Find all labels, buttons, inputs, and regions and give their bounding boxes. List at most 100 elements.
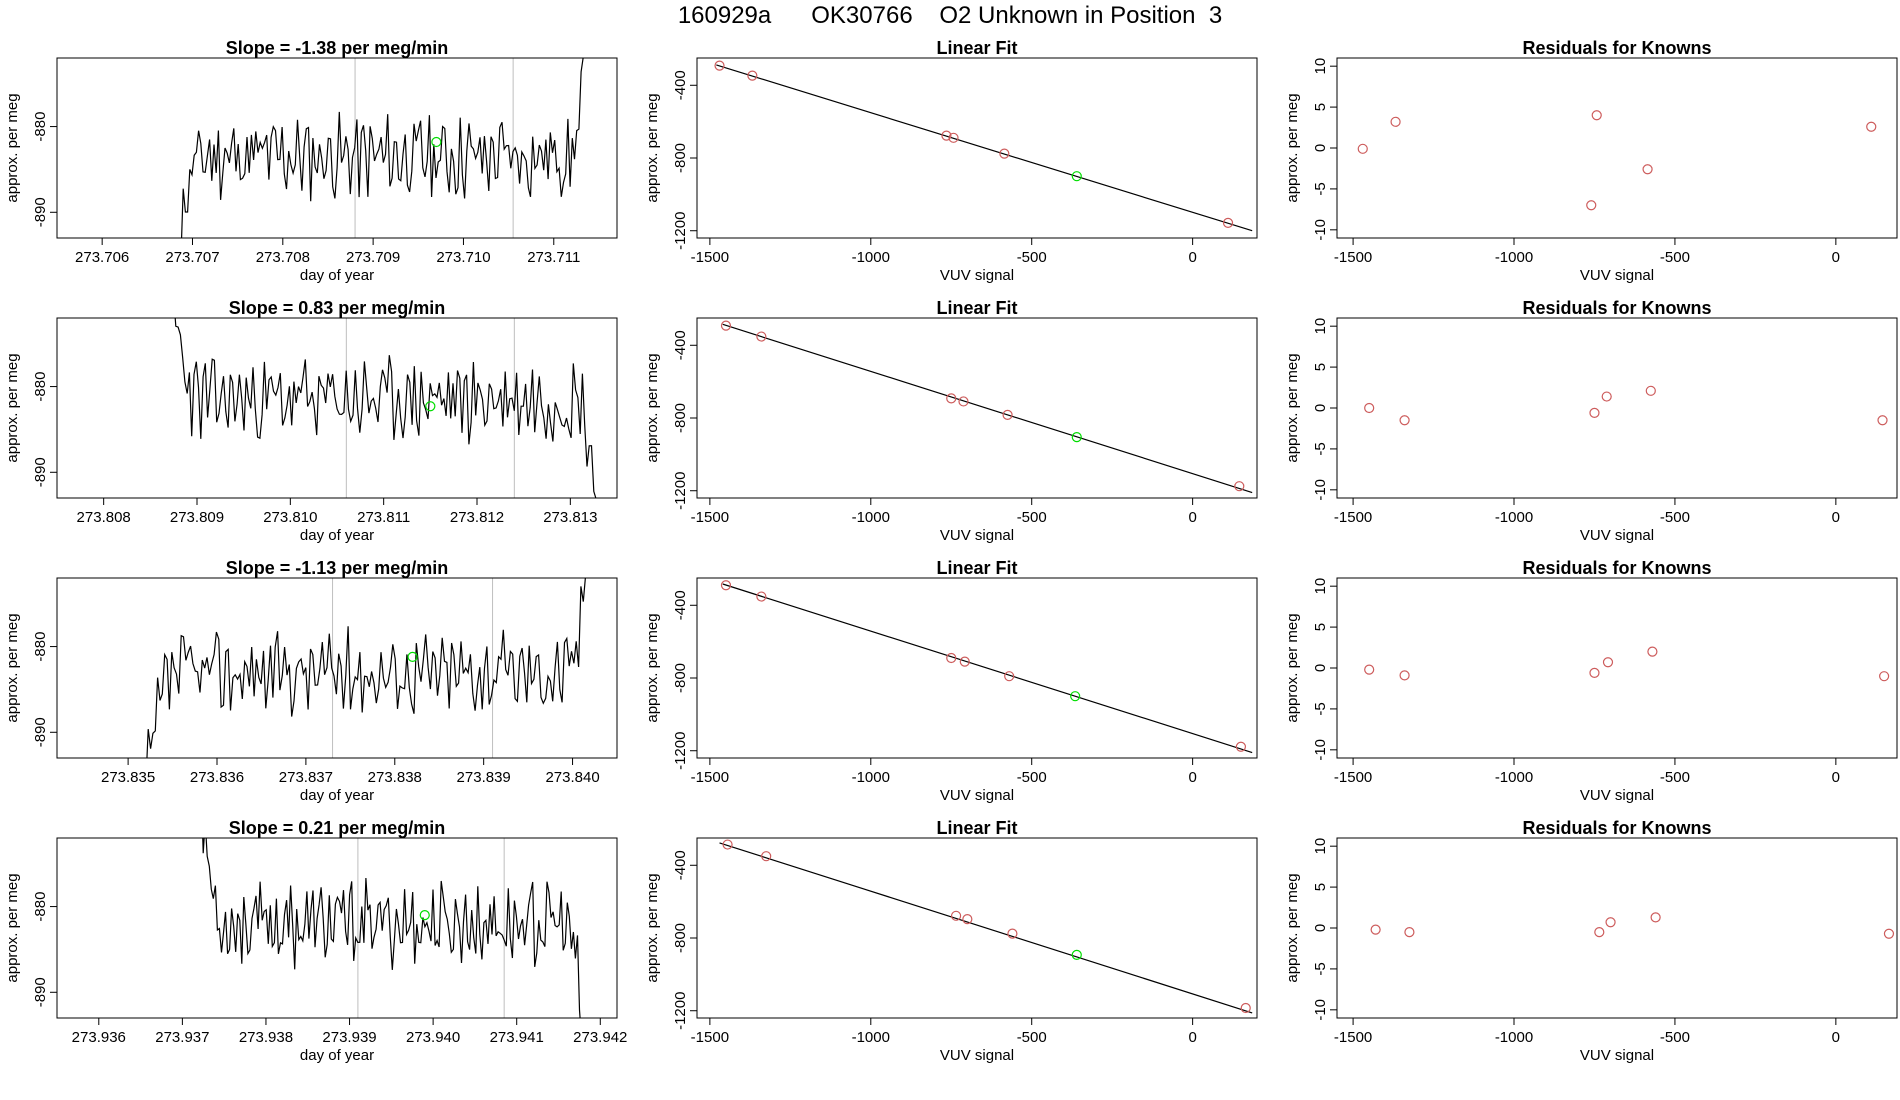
unknown-point (419, 910, 430, 921)
x-tick-label: -1000 (1495, 509, 1533, 526)
known-point (1602, 657, 1614, 668)
panel-fit-row-2: Linear Fit -1500 -1000 -500 0 -400 -800 -1200 VU… (644, 298, 1258, 544)
panel-title: Linear Fit (936, 558, 1017, 578)
plot-frame (696, 317, 1258, 499)
x-tick-label: 273.835 (101, 769, 155, 786)
x-tick-label: 273.837 (279, 769, 333, 786)
y-tick-label: -10 (1312, 999, 1329, 1021)
known-point (1594, 926, 1605, 938)
known-point (1007, 928, 1018, 939)
y-tick-label: -890 (32, 977, 49, 1007)
known-point (1866, 121, 1877, 132)
fit-line (722, 323, 1253, 494)
fit-line (716, 64, 1253, 232)
panel-title: Slope = 0.83 per meg/min (229, 298, 446, 318)
y-tick-label: -1200 (672, 732, 689, 770)
x-tick-label: -500 (1660, 509, 1690, 526)
known-point (958, 396, 969, 407)
x-axis-title: day of year (300, 787, 374, 804)
y-tick-label: -880 (32, 632, 49, 662)
known-point (1002, 409, 1013, 421)
y-tick-label: -10 (1312, 739, 1329, 761)
known-point (1645, 385, 1656, 396)
known-point (1589, 407, 1600, 419)
known-point (1591, 110, 1602, 121)
known-point (941, 130, 952, 141)
x-tick-label: -1500 (1334, 509, 1372, 526)
x-tick-label: 273.940 (406, 1029, 460, 1046)
y-tick-label: 0 (1312, 404, 1329, 412)
known-point (722, 839, 733, 850)
x-tick-label: -500 (1660, 1029, 1690, 1046)
unknown-point (431, 136, 442, 148)
x-tick-label: -1500 (691, 509, 729, 526)
unknown-point (425, 401, 436, 412)
y-tick-label: -10 (1312, 219, 1329, 241)
known-point (1364, 402, 1375, 414)
panel-fit-row-1: Linear Fit -1500 -1000 -500 0 -400 -800 -1200 VU… (644, 38, 1258, 284)
x-tick-label: 0 (1832, 1029, 1840, 1046)
y-tick-label: -880 (32, 892, 49, 922)
plot-area (719, 839, 1253, 1014)
y-axis-title: approx. per meg (1284, 93, 1301, 202)
y-tick-label: 5 (1312, 103, 1329, 111)
known-point (1364, 664, 1375, 675)
x-axis-title: VUV signal (940, 267, 1014, 284)
x-tick-label: 0 (1188, 509, 1196, 526)
y-tick-label: -400 (672, 70, 689, 100)
plot-frame (1336, 577, 1898, 759)
x-axis-title: day of year (300, 267, 374, 284)
known-point (946, 652, 957, 664)
plot-area (720, 580, 1253, 754)
fit-line (719, 842, 1253, 1014)
y-tick-label: 10 (1312, 318, 1329, 335)
x-axis-title: VUV signal (1580, 1047, 1654, 1064)
y-tick-label: -400 (672, 590, 689, 620)
known-point (1605, 917, 1616, 928)
x-tick-label: -500 (1017, 249, 1047, 266)
panel-title: Residuals for Knowns (1522, 558, 1711, 578)
x-tick-label: 273.936 (72, 1029, 126, 1046)
known-point (1222, 217, 1234, 229)
y-tick-label: 5 (1312, 883, 1329, 891)
y-axis-title: approx. per meg (644, 613, 661, 722)
panel-title: Slope = 0.21 per meg/min (229, 818, 446, 838)
y-tick-label: -400 (672, 330, 689, 360)
y-tick-label: -5 (1312, 702, 1329, 715)
panel-title: Residuals for Knowns (1522, 298, 1711, 318)
panel-title: Linear Fit (936, 818, 1017, 838)
y-axis-title: approx. per meg (4, 93, 21, 202)
panel-title: Slope = -1.13 per meg/min (226, 558, 449, 578)
x-tick-label: 0 (1188, 1029, 1196, 1046)
y-tick-label: 10 (1312, 838, 1329, 855)
y-tick-label: -800 (672, 403, 689, 433)
panel-title: Residuals for Knowns (1522, 818, 1711, 838)
plot-frame (696, 577, 1258, 759)
unknown-point (407, 651, 418, 662)
y-tick-label: -890 (32, 197, 49, 227)
x-tick-label: 273.813 (543, 509, 597, 526)
x-tick-label: 273.708 (256, 249, 310, 266)
known-point (1883, 928, 1895, 939)
known-point (1879, 671, 1890, 682)
known-point (1601, 391, 1612, 402)
x-axis-title: VUV signal (940, 787, 1014, 804)
known-point (1404, 926, 1415, 938)
plot-frame (56, 577, 618, 759)
unknown-point (1071, 949, 1082, 961)
x-tick-label: 273.839 (457, 769, 511, 786)
y-tick-label: -5 (1312, 442, 1329, 455)
unknown-point (1071, 431, 1082, 443)
known-point (1647, 646, 1658, 657)
x-tick-label: -1500 (1334, 769, 1372, 786)
series-line (202, 838, 581, 1018)
x-tick-label: 273.836 (190, 769, 244, 786)
x-tick-label: 273.942 (573, 1029, 627, 1046)
y-axis-title: approx. per meg (4, 613, 21, 722)
known-point (1235, 741, 1247, 752)
panel-residuals-row-4: Residuals for Knowns -1500 -1000 -500 0 10 5 0 -… (1284, 818, 1898, 1064)
x-tick-label: 273.709 (346, 249, 400, 266)
plot-frame (56, 317, 618, 499)
x-tick-label: 273.809 (170, 509, 224, 526)
